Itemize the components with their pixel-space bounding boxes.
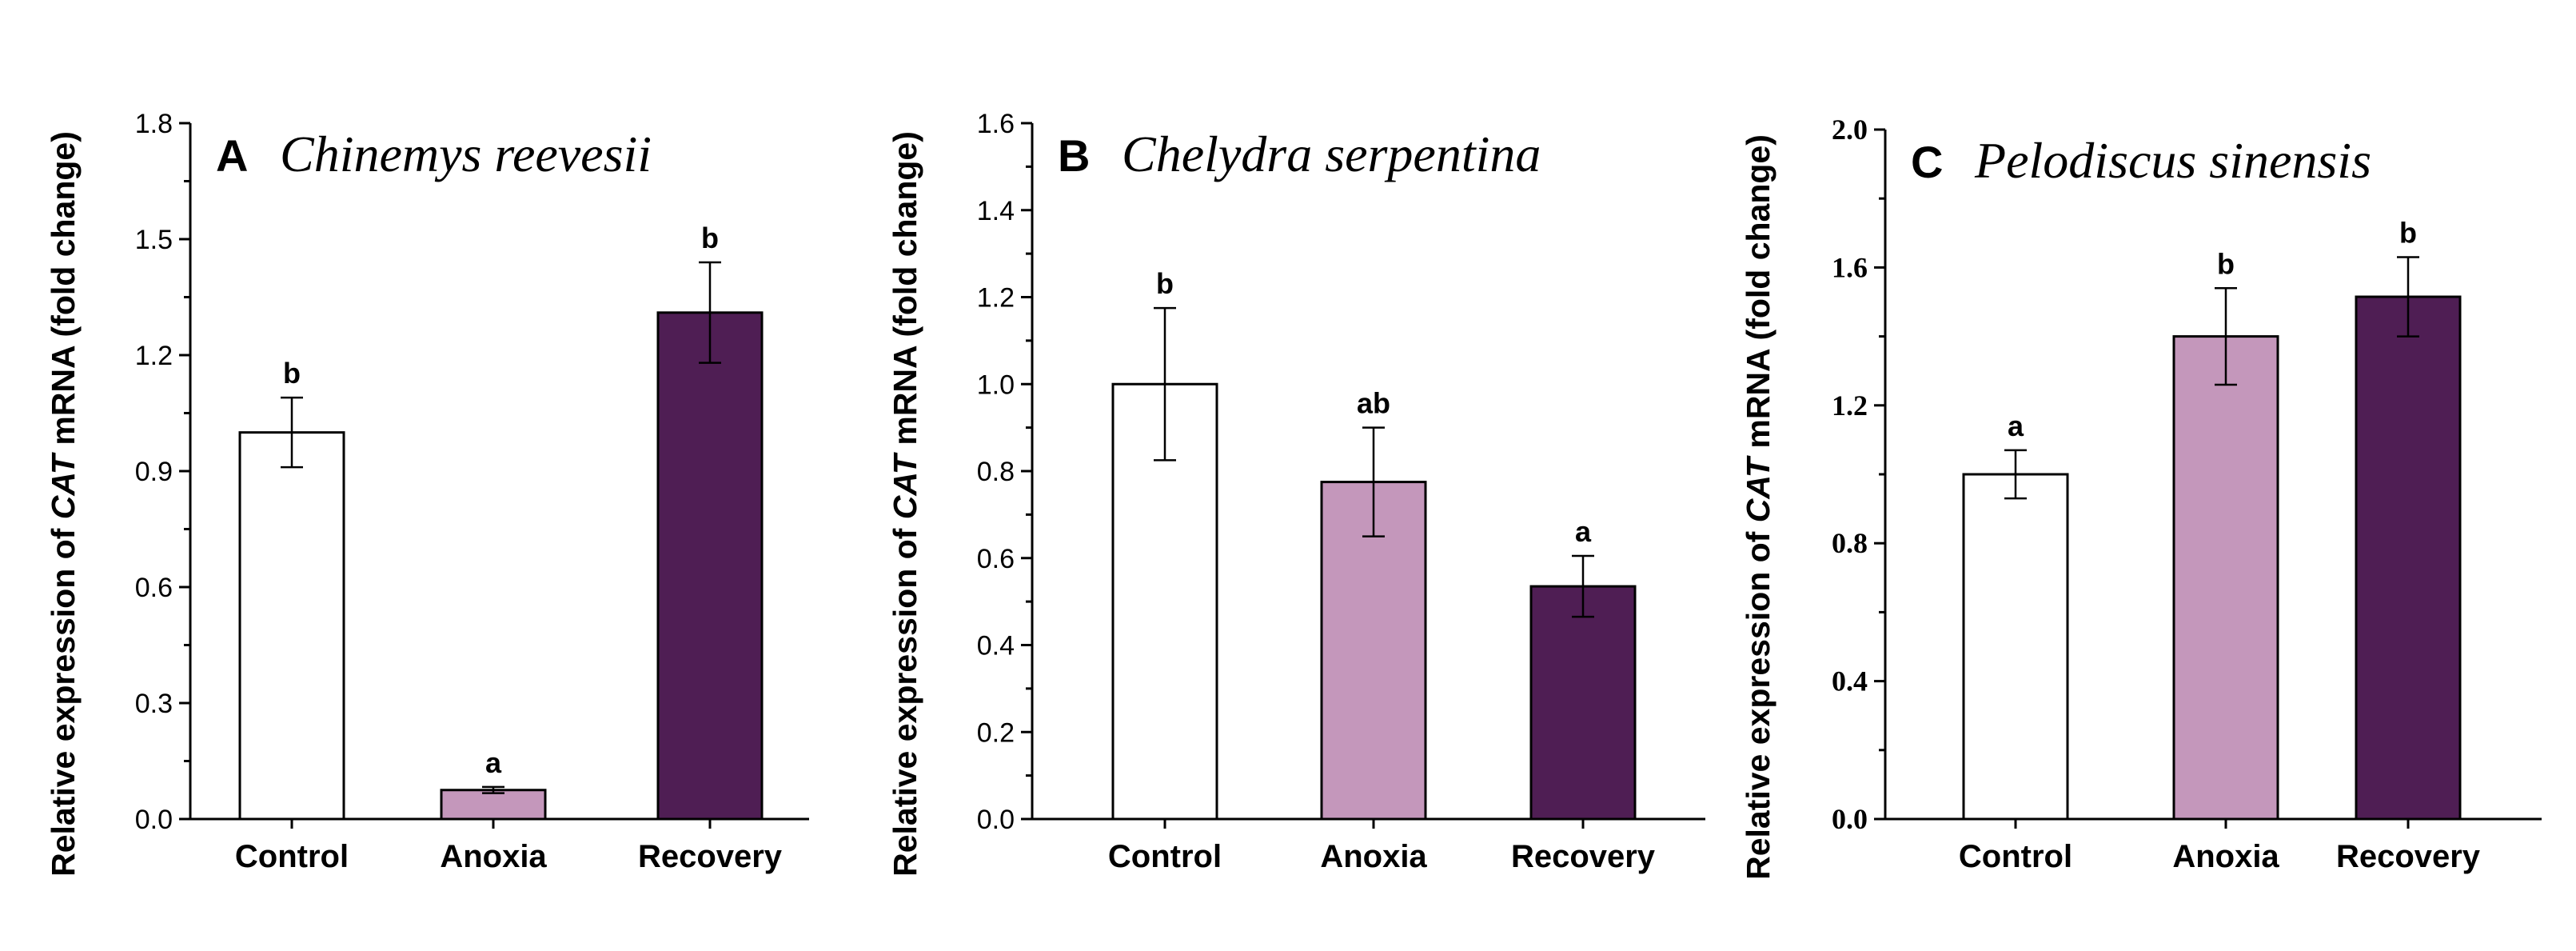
chart-panel-b: 0.0 0.2 0.4 0.6 0.8 1.0 1.2 1.4 1.6 b Control ab Ano… xyxy=(887,109,1705,877)
x-tick-label: Recovery xyxy=(2336,839,2481,874)
y-tick-label: 0.3 xyxy=(135,689,173,719)
y-tick-label: 1.2 xyxy=(1832,390,1868,422)
significance-letter: a xyxy=(485,746,502,779)
y-axis-label-prefix: Relative expression of xyxy=(1740,522,1776,880)
y-axis-label-suffix: mRNA (fold change) xyxy=(1740,134,1776,458)
x-tick-label: Control xyxy=(1959,839,2072,874)
panel-letter: B xyxy=(1058,130,1090,181)
y-tick-label: 0.9 xyxy=(135,457,173,487)
chart-panel-a: 0.0 0.3 0.6 0.9 1.2 1.5 1.8 b Control a Anoxia b Rec… xyxy=(45,109,809,877)
x-tick-label: Control xyxy=(1108,839,1222,874)
y-tick-label: 1.6 xyxy=(977,109,1015,139)
bar-anoxia xyxy=(440,789,547,821)
y-tick-label: 0.6 xyxy=(977,544,1015,574)
x-tick-label: Anoxia xyxy=(440,839,547,874)
chart-title: Chinemys reevesii xyxy=(280,126,652,182)
y-tick-label: 1.5 xyxy=(135,225,173,255)
bar-anoxia xyxy=(2172,335,2279,821)
significance-letter: b xyxy=(2217,247,2235,280)
chart-title: Pelodiscus sinensis xyxy=(1974,132,2371,189)
x-tick-label: Recovery xyxy=(638,839,783,874)
y-axis-label-gene: CAT xyxy=(1740,455,1776,522)
bar-recovery xyxy=(656,311,764,821)
bar-recovery xyxy=(1529,585,1637,821)
y-tick-label: 1.2 xyxy=(135,341,173,371)
significance-letter: b xyxy=(283,357,301,390)
y-axis-label-gene: CAT xyxy=(887,452,923,519)
y-tick-label: 0.8 xyxy=(1832,527,1868,559)
y-tick-label: 1.6 xyxy=(1832,251,1868,283)
chart-title: Chelydra serpentina xyxy=(1122,126,1541,182)
panel-letter: C xyxy=(1911,137,1943,187)
y-tick-label: 0.4 xyxy=(977,631,1015,661)
y-tick-label: 1.0 xyxy=(977,370,1015,400)
y-tick-label: 1.4 xyxy=(977,196,1015,226)
y-axis-label-gene: CAT xyxy=(45,452,82,519)
y-tick-label: 2.0 xyxy=(1832,114,1868,146)
y-axis-label: Relative expression of CAT mRNA (fold ch… xyxy=(1740,134,1776,880)
significance-letter: ab xyxy=(1357,387,1390,420)
bar-anoxia xyxy=(1320,481,1427,821)
y-axis-label: Relative expression of CAT mRNA (fold ch… xyxy=(887,131,923,877)
y-tick-label: 0.0 xyxy=(135,805,173,835)
significance-letter: b xyxy=(2399,216,2417,249)
y-axis-label: Relative expression of CAT mRNA (fold ch… xyxy=(45,131,82,877)
panel-letter: A xyxy=(216,130,248,181)
y-tick-label: 0.2 xyxy=(977,717,1015,748)
y-tick-label: 1.8 xyxy=(135,109,173,139)
x-tick-label: Anoxia xyxy=(2172,839,2279,874)
y-tick-label: 0.4 xyxy=(1832,665,1868,697)
x-tick-label: Anoxia xyxy=(1320,839,1427,874)
y-axis-label-suffix: mRNA (fold change) xyxy=(45,131,82,454)
y-tick-label: 0.6 xyxy=(135,573,173,603)
y-tick-label: 1.2 xyxy=(977,283,1015,314)
significance-letter: b xyxy=(1156,267,1174,300)
chart-panel-c: 0.0 0.4 0.8 1.2 1.6 2.0 a Control b Anoxia b Recove… xyxy=(1740,114,2542,880)
y-tick-label: 0.0 xyxy=(1832,803,1868,835)
x-tick-label: Recovery xyxy=(1511,839,1656,874)
y-axis-label-prefix: Relative expression of xyxy=(887,519,923,877)
significance-letter: a xyxy=(2008,410,2024,442)
x-tick-label: Control xyxy=(235,839,349,874)
significance-letter: b xyxy=(701,222,719,254)
bar-control xyxy=(1962,473,2069,821)
y-tick-label: 0.8 xyxy=(977,457,1015,487)
y-axis-label-prefix: Relative expression of xyxy=(45,519,82,877)
y-axis-label-suffix: mRNA (fold change) xyxy=(887,131,923,454)
significance-letter: a xyxy=(1575,515,1592,548)
bar-control xyxy=(238,431,345,821)
bar-recovery xyxy=(2355,295,2462,821)
y-tick-label: 0.0 xyxy=(977,805,1015,835)
